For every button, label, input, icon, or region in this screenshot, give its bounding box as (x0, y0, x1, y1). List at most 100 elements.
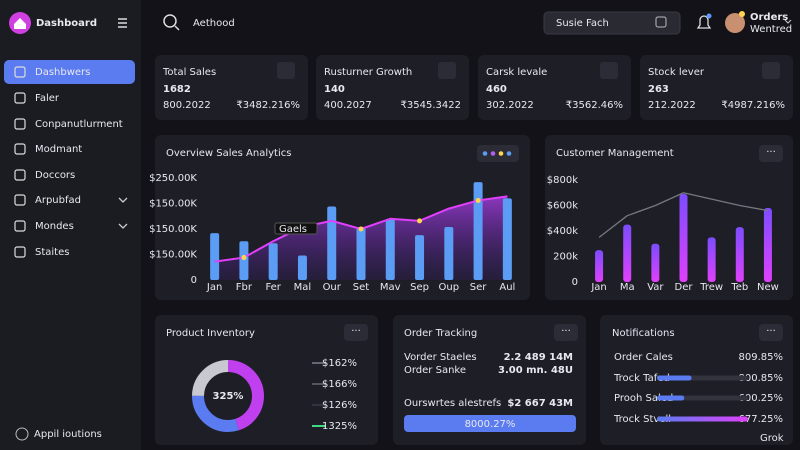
callout (274, 222, 318, 235)
stat-change: ₹3545.3422 (401, 100, 461, 111)
menu-icon[interactable] (118, 18, 127, 28)
legend-dot (506, 151, 512, 156)
nav-item[interactable]: Conpanutlurment (35, 119, 123, 130)
x-tick-label: Our (323, 282, 342, 293)
search-box-text: Susie Fach (556, 18, 609, 29)
nav-icon (14, 118, 26, 130)
line (598, 192, 769, 238)
user-title: Orders (750, 12, 788, 23)
search-icon (163, 14, 177, 28)
stat-title: Stock lever (648, 67, 705, 78)
order-button[interactable] (404, 415, 576, 432)
y-tick-label: 0 (191, 275, 197, 286)
nav-icon (14, 92, 26, 104)
line-point (241, 255, 247, 261)
legend-label: $126% (322, 400, 357, 411)
card (640, 55, 793, 120)
bar (735, 227, 744, 282)
stat-change: ₹3562.46% (566, 100, 623, 111)
more-dots: ··· (766, 326, 776, 337)
x-tick-label: Der (675, 282, 694, 293)
nav-icon (14, 143, 26, 155)
notification-value: 809.85% (739, 352, 784, 363)
chevrons (118, 197, 128, 229)
nav-item[interactable]: Staites (35, 247, 69, 258)
more-button[interactable] (759, 145, 783, 162)
card-title: Customer Management (556, 148, 674, 159)
card (545, 135, 793, 300)
stat-sub: 800.2022 (163, 100, 211, 111)
card (478, 55, 631, 120)
nav-item[interactable]: Dashbwers (35, 67, 90, 78)
donut-segment (192, 360, 264, 432)
notification-value: 800.85% (739, 373, 784, 384)
order-value: 2.2 489 14M (504, 352, 573, 363)
x-tick-label: Fer (265, 282, 281, 293)
sidebar-footer[interactable]: Appil ioutions (34, 429, 102, 440)
more-dots: ··· (766, 147, 776, 158)
x-tick-label: Teb (730, 282, 748, 293)
stat-sub: 302.2022 (486, 100, 534, 111)
bar (623, 224, 632, 282)
bar (239, 241, 249, 280)
nav-icon (14, 169, 26, 181)
order-label: Ourswrtes alestrefs (404, 398, 501, 409)
callout-text: Gaels (279, 224, 307, 235)
card (155, 315, 378, 445)
legend-button[interactable] (477, 145, 519, 162)
stat-icon (277, 62, 295, 79)
x-tick-label: Oup (439, 282, 460, 293)
nav-item[interactable]: Arpubfad (35, 195, 81, 206)
order-button-text: 8000.27% (465, 419, 516, 430)
more-button[interactable] (554, 324, 578, 341)
nav-item[interactable]: Faler (35, 93, 60, 104)
footer-icon (15, 427, 29, 441)
stat-sub: 212.2022 (648, 100, 696, 111)
card-title: Overview Sales Analytics (166, 148, 291, 159)
bar (385, 218, 395, 280)
bar (415, 235, 425, 280)
bar (502, 198, 512, 280)
x-tick-label: Ma (620, 282, 635, 293)
bar (210, 233, 220, 280)
bar (763, 208, 772, 282)
nav-item[interactable]: Mondes (35, 221, 74, 232)
card-title: Product Inventory (166, 328, 255, 339)
card (316, 55, 469, 120)
progress-bar (657, 416, 748, 422)
legend-dot (498, 151, 504, 156)
y-tick-label: $400k (547, 226, 578, 237)
search-text[interactable]: Aethood (193, 18, 235, 29)
stat-icon (762, 62, 780, 79)
y-tick-label: $600k (547, 201, 578, 212)
nav-item[interactable]: Modmant (35, 144, 82, 155)
bell-icon[interactable] (696, 15, 712, 29)
legend-label: 1325% (322, 421, 357, 432)
notification-value: 677.25% (739, 414, 784, 425)
bar (327, 206, 337, 280)
notification-label: Order Cales (614, 352, 673, 363)
bar (473, 182, 483, 280)
bar (679, 194, 688, 282)
x-tick-label: Jan (206, 282, 222, 293)
more-dots: ··· (351, 326, 361, 337)
card (155, 55, 308, 120)
more-dots: ··· (561, 326, 571, 337)
progress-bar (657, 395, 685, 401)
nav-icon (14, 220, 26, 232)
nav-item[interactable]: Doccors (35, 170, 75, 181)
x-tick-label: Ser (470, 282, 488, 293)
bar (651, 243, 660, 282)
brand: Dashboard (36, 18, 97, 29)
more-button[interactable] (344, 324, 368, 341)
more-button[interactable] (759, 324, 783, 341)
line-point (358, 226, 364, 232)
user-chevron (784, 19, 792, 24)
active-nav-bg (4, 60, 135, 84)
search-box[interactable] (543, 11, 681, 35)
stat-value: 140 (324, 84, 345, 95)
avatar[interactable] (725, 13, 745, 33)
watermark: Grok (760, 433, 784, 444)
stat-sub: 400.2027 (324, 100, 372, 111)
user-sub: Wentred (750, 24, 792, 35)
